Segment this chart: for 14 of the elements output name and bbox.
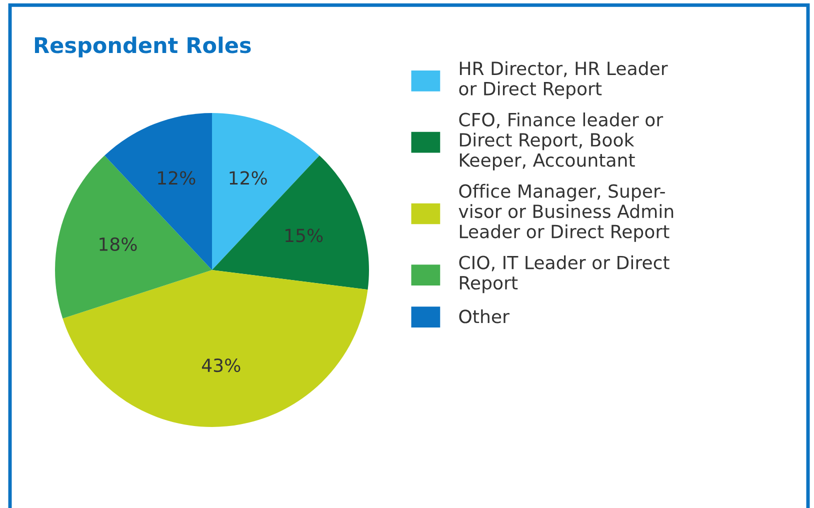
chart-title: Respondent Roles: [34, 36, 251, 58]
legend-label: CFO, Finance leader or Direct Report, Book Keeper, Accountant: [459, 112, 664, 170]
pie-slice: [212, 156, 369, 290]
data-label: 12%: [158, 171, 196, 185]
legend-label: HR Director, HR Leader or Direct Report: [459, 61, 668, 99]
legend-label: Other: [459, 309, 510, 324]
data-label: 18%: [100, 237, 137, 252]
data-label: 15%: [286, 228, 323, 242]
legend-label: Office Manager, Super- visor or Business Admin Leader or Direct Report: [458, 184, 674, 242]
pie-slice: [55, 156, 212, 319]
pie-slice: [62, 270, 368, 427]
data-label: 43%: [202, 358, 240, 372]
legend-label: CIO, IT Leader or Direct Report: [459, 255, 670, 294]
data-label: 12%: [230, 171, 267, 185]
